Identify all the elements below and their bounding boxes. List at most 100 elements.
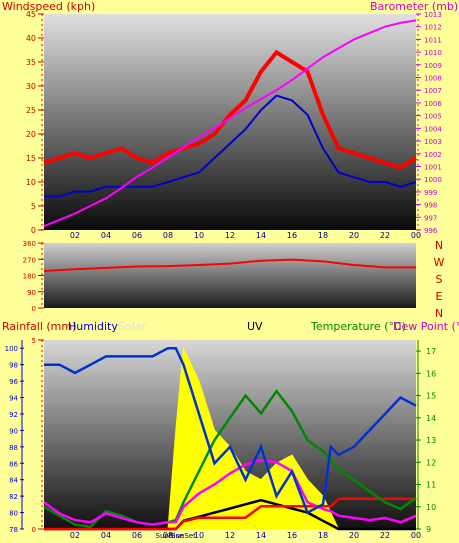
barometer-tick-label: 997 (424, 214, 437, 222)
panel1-x-tick-label: 16 (287, 231, 297, 240)
series-humidity (44, 346, 417, 515)
panel1-x-tick-label: 10 (194, 231, 204, 240)
humidity-tick-label: 96 (9, 378, 18, 386)
barometer-tick-label: 1002 (424, 151, 442, 159)
barometer-tick-label: 999 (424, 189, 437, 197)
windspeed-tick-label: 45 (26, 10, 36, 19)
climate-series-layer (43, 346, 417, 531)
panel3-x-tick-label: 08 (163, 531, 173, 540)
temp-tick-label: 14 (426, 414, 436, 423)
panel1-x-tick-label: 20 (349, 231, 359, 240)
barometer-tick-label: 1000 (424, 176, 442, 184)
compass-letter: N (435, 239, 443, 252)
compass-letter: S (436, 273, 443, 286)
barometer-tick-label: 1003 (424, 138, 442, 146)
windspeed-tick-label: 15 (26, 154, 36, 163)
temp-tick-label: 12 (426, 458, 436, 467)
series-temperature (43, 388, 417, 529)
windspeed-tick-label: 30 (26, 82, 36, 91)
humidity-tick-label: 80 (9, 510, 18, 518)
series-average (44, 94, 417, 198)
temp-tick-label: 17 (426, 347, 436, 356)
series-gust (43, 49, 418, 170)
temperature-legend: Temperature (°C) (311, 320, 406, 333)
direction-tick-label: 90 (27, 289, 36, 297)
barometer-tick-label: 1004 (424, 125, 442, 133)
panel3-x-tick-label: 00 (411, 531, 421, 540)
compass-letter: W (434, 256, 445, 269)
panel1-x-tick-label: 06 (132, 231, 142, 240)
barometer-tick-label: 1009 (424, 62, 442, 70)
barometer-tick-label: 1012 (424, 24, 442, 32)
humidity-tick-label: 88 (9, 444, 18, 452)
panel1-x-tick-label: 08 (163, 231, 173, 240)
windspeed-series-layer (43, 19, 418, 228)
barometer-tick-label: 1011 (424, 36, 442, 44)
temp-tick-label: 16 (426, 369, 436, 378)
series-barometer (43, 19, 417, 228)
sunrise-label: SunRise (156, 532, 184, 540)
panel3-x-tick-label: 22 (380, 531, 390, 540)
panel1-x-tick-label: 00 (411, 231, 421, 240)
series-rainfall (44, 497, 416, 531)
solar-legend: Solar (118, 320, 147, 333)
windspeed-tick-label: 35 (26, 58, 36, 67)
direction-plot-area (44, 243, 416, 308)
temp-tick-label: 15 (426, 392, 436, 401)
humidity-legend: Humidity (68, 320, 118, 333)
compass-letter: N (435, 307, 443, 320)
barometer-tick-label: 1007 (424, 87, 442, 95)
barometer-tick-label: 1006 (424, 100, 442, 108)
uv-legend: UV (247, 320, 263, 333)
temp-tick-label: 13 (426, 436, 436, 445)
barometer-tick-label: 1010 (424, 49, 442, 57)
direction-tick-label: 270 (23, 256, 36, 264)
panel3-x-tick-label: 04 (101, 531, 111, 540)
humidity-tick-label: 98 (9, 362, 18, 370)
direction-tick-label: 0 (32, 305, 36, 313)
windspeed-tick-label: 5 (31, 202, 36, 211)
barometer-axis-title: Barometer (mb) (370, 0, 459, 13)
humidity-tick-label: 92 (9, 411, 18, 419)
windspeed-tick-label: 40 (26, 34, 36, 43)
rain-tick-label: 5 (32, 337, 36, 345)
temp-tick-label: 10 (426, 503, 436, 512)
direction-tick-label: 180 (23, 273, 36, 281)
barometer-tick-label: 998 (424, 202, 437, 210)
barometer-tick-label: 1013 (424, 11, 442, 19)
panel1-x-tick-label: 12 (225, 231, 235, 240)
panel3-x-tick-label: 06 (132, 531, 142, 540)
compass-letter: E (436, 290, 443, 303)
dewpoint-legend: Dew Point (°C) (393, 320, 459, 333)
windspeed-plot-area (44, 14, 416, 230)
panel1-x-tick-label: 14 (256, 231, 266, 240)
humidity-tick-label: 100 (5, 345, 18, 353)
panel1-x-tick-label: 02 (70, 231, 80, 240)
panel1-x-tick-label: 18 (318, 231, 328, 240)
panel1-x-tick-label: 04 (101, 231, 111, 240)
windspeed-tick-label: 20 (26, 130, 36, 139)
temp-tick-label: 11 (426, 481, 436, 490)
humidity-tick-label: 78 (9, 526, 18, 534)
series-dew-point (43, 458, 417, 526)
panel3-x-tick-label: 20 (349, 531, 359, 540)
direction-tick-label: 360 (23, 240, 36, 248)
panel3-x-tick-label: 16 (287, 531, 297, 540)
windspeed-tick-label: 0 (31, 226, 36, 235)
direction-series-layer (43, 258, 416, 272)
panel3-x-tick-label: 10 (194, 531, 204, 540)
humidity-tick-label: 94 (9, 395, 18, 403)
panel1-x-tick-label: 22 (380, 231, 390, 240)
panel3-x-tick-label: 12 (225, 531, 235, 540)
rainfall-legend: Rainfall (mm) (2, 320, 77, 333)
barometer-tick-label: 1008 (424, 75, 442, 83)
panel3-x-tick-label: 02 (70, 531, 80, 540)
humidity-tick-label: 82 (9, 493, 18, 501)
axes-layer: 0510152025303540459969979989991000100110… (5, 10, 445, 540)
temp-tick-label: 9 (426, 525, 431, 534)
series-wind-direction (43, 258, 416, 272)
windspeed-tick-label: 10 (26, 178, 36, 187)
sunset-label: SunSet (171, 532, 196, 540)
